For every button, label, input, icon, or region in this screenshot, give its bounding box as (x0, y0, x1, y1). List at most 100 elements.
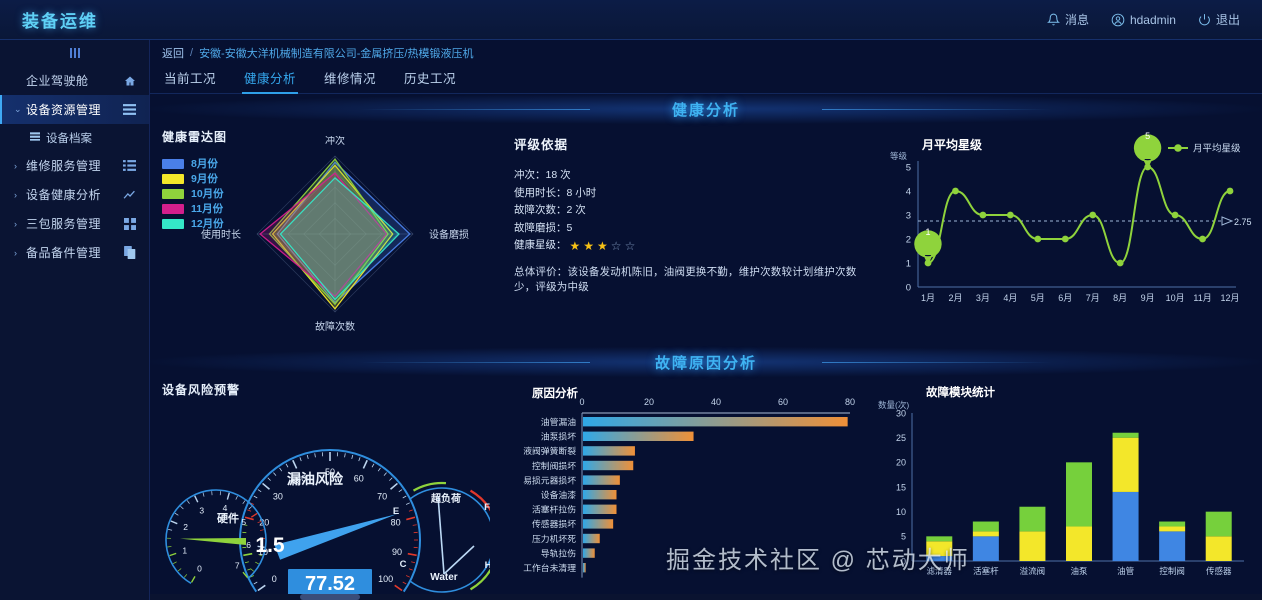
sidebar-item-dashboard[interactable]: 企业驾驶舱 (0, 66, 149, 95)
bar[interactable] (583, 563, 586, 573)
sidebar-item-health-analysis[interactable]: › 设备健康分析 (0, 180, 149, 209)
data-point[interactable] (1006, 211, 1014, 219)
messages-button[interactable]: 消息 (1046, 11, 1089, 28)
legend-item[interactable]: 12月份 (162, 216, 224, 231)
sidebar-item-equipment-resource[interactable]: ⌄ 设备资源管理 (0, 95, 149, 124)
y-tick-label: 3 (906, 211, 911, 222)
sidebar-collapse-button[interactable] (0, 40, 149, 66)
data-point[interactable] (1171, 211, 1179, 219)
bar[interactable] (583, 548, 595, 558)
horizontal-scrollbar[interactable] (150, 594, 1262, 600)
legend-label[interactable]: 月平均星级 (1193, 143, 1241, 155)
x-tick-label: 5月 (1031, 293, 1045, 303)
user-name: hdadmin (1129, 12, 1176, 27)
bar[interactable] (583, 533, 600, 544)
legend-label: 11月份 (191, 203, 224, 215)
legend-item[interactable]: 9月份 (162, 171, 224, 186)
tab-health-analysis[interactable]: 健康分析 (230, 68, 310, 94)
bar-segment[interactable] (1205, 536, 1232, 561)
sidebar-item-label: 设备资源管理 (26, 103, 102, 117)
bar-segment[interactable] (972, 531, 999, 537)
x-tick-label: 80 (845, 397, 855, 407)
bar-segment[interactable] (1159, 531, 1186, 561)
logout-button[interactable]: 退出 (1198, 11, 1240, 28)
star-filled-icon: ★ (569, 238, 581, 253)
bar-segment[interactable] (1205, 511, 1232, 537)
bar[interactable] (583, 446, 635, 456)
x-tick-label: 4月 (1003, 293, 1017, 303)
legend-item[interactable]: 11月份 (162, 201, 224, 216)
scrollbar-thumb[interactable] (300, 594, 360, 600)
bar-segment[interactable] (1019, 506, 1046, 532)
chart-title: 月平均星级 (921, 137, 982, 152)
radar-axis-label: 冲次 (325, 136, 345, 147)
bar-segment[interactable] (926, 556, 953, 561)
bar-segment[interactable] (972, 521, 999, 532)
gauge-value-box (288, 569, 372, 597)
bar-segment[interactable] (1112, 491, 1139, 561)
star-filled-icon: ★ (597, 238, 608, 253)
legend-item[interactable]: 10月份 (162, 186, 224, 201)
breadcrumb-current[interactable]: 安徽-安徽大洋机械制造有限公司-金属挤压/热模锻液压机 (199, 47, 474, 60)
health-star-rating: ★ ★ ★ ☆ ☆ (570, 240, 636, 252)
app-header: 装备运维 消息 hdadmin (0, 0, 1262, 40)
x-tick-label: 1月 (921, 293, 935, 303)
bar[interactable] (583, 519, 614, 529)
bar-segment[interactable] (1066, 526, 1092, 561)
data-point[interactable] (1199, 235, 1206, 243)
y-tick-label: 5 (906, 163, 911, 174)
star-empty-icon: ☆ (610, 238, 622, 253)
bar-segment[interactable] (926, 536, 953, 542)
sidebar-item-equipment-archive[interactable]: 设备档案 (0, 124, 149, 151)
y-tick-label: 25 (896, 433, 906, 443)
chevron-right-icon: › (14, 189, 17, 200)
sidebar-item-maintenance-service[interactable]: › 维修服务管理 (0, 151, 149, 180)
sidebar-item-spare-parts[interactable]: › 备品备件管理 (0, 238, 149, 267)
bar-segment[interactable] (1159, 521, 1186, 527)
tab-current-status[interactable]: 当前工况 (164, 72, 217, 86)
x-tick-label: 8月 (1113, 293, 1127, 303)
sidebar-item-warranty-service[interactable]: › 三包服务管理 (0, 209, 149, 238)
bar[interactable] (583, 475, 620, 485)
data-point[interactable] (1034, 235, 1042, 243)
x-tick-label: 60 (778, 397, 788, 407)
breadcrumb-separator: / (190, 46, 194, 59)
tab-history[interactable]: 历史工况 (404, 72, 457, 86)
legend-swatch (162, 173, 184, 184)
bar-segment[interactable] (972, 536, 999, 561)
x-tick-label: 12月 (1220, 293, 1239, 303)
bar[interactable] (583, 431, 694, 441)
category-label: 液阀弹簧断裂 (523, 445, 576, 456)
bar[interactable] (583, 504, 617, 514)
data-point[interactable] (952, 187, 959, 195)
gauge-tick-label: 7 (235, 560, 240, 570)
bar-segment[interactable] (1112, 437, 1139, 492)
data-point[interactable] (1061, 235, 1069, 243)
bar[interactable] (583, 460, 634, 471)
logout-label: 退出 (1215, 13, 1240, 27)
criteria-line: 冲次：18 次 (514, 169, 571, 181)
legend-item[interactable]: 8月份 (162, 156, 224, 171)
bar-segment[interactable] (926, 541, 953, 557)
bar-segment[interactable] (1066, 462, 1092, 527)
category-label: 活塞杆拉伤 (532, 504, 576, 515)
bar[interactable] (583, 417, 848, 427)
bar-segment[interactable] (1112, 432, 1139, 438)
card-monthly-star-line: 月平均星级 等级 0 1 2 3 4 5 1月 2月 3月 4月 5月 6月 7月 8月 9月 10月 11月 12月… (870, 124, 1262, 339)
data-point[interactable] (979, 211, 987, 219)
gauge-tick-label: 6 (246, 540, 251, 550)
bar-segment[interactable] (1019, 531, 1046, 561)
gauge-tick-label: 20 (259, 517, 269, 527)
data-point[interactable] (1089, 211, 1097, 219)
x-tick-label: 0 (579, 397, 584, 407)
data-point[interactable] (1116, 259, 1124, 267)
category-label: 导轨拉伤 (541, 547, 576, 558)
user-menu[interactable]: hdadmin (1111, 13, 1176, 27)
bar[interactable] (583, 490, 617, 500)
data-point[interactable] (1226, 187, 1234, 195)
bar-segment[interactable] (1159, 526, 1186, 532)
tab-maintenance[interactable]: 维修情况 (324, 72, 377, 86)
breadcrumb-back[interactable]: 返回 (162, 47, 184, 60)
